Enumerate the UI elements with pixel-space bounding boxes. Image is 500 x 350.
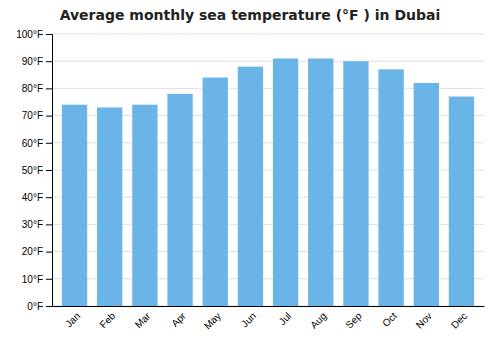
tick-label: Jun (239, 310, 258, 329)
tick: 50°F (22, 165, 52, 176)
plot-area: 0°F 10°F 20°F 30°F 40°F 50°F 60°F 70°F 80°F 90°F 1… (16, 29, 484, 332)
grid-line (52, 61, 484, 62)
tick: Sep (343, 310, 364, 331)
bar (273, 58, 298, 306)
tick-mark (46, 116, 52, 117)
bar (62, 105, 87, 306)
tick-label: 90°F (22, 56, 43, 67)
tick-mark (46, 306, 52, 307)
bar (203, 78, 228, 306)
tick: 0°F (27, 301, 52, 312)
bar (97, 107, 122, 306)
tick: Mar (133, 310, 153, 330)
axis-line (46, 35, 53, 307)
x-axis: Jan Feb Mar Apr May Jun Jul Aug Sep Oct Nov Dec (53, 307, 485, 332)
tick-label: Sep (343, 310, 364, 331)
tick: 70°F (22, 110, 52, 121)
tick: Dec (449, 310, 469, 330)
tick: Apr (169, 310, 188, 329)
bar (378, 69, 403, 306)
y-axis: 0°F 10°F 20°F 30°F 40°F 50°F 60°F 70°F 80°F 90°F 1… (16, 29, 52, 312)
bar (343, 61, 368, 306)
tick-mark (46, 170, 52, 171)
tick-label: 0°F (27, 301, 43, 312)
tick-label: 20°F (22, 246, 43, 257)
tick-label: Nov (414, 310, 434, 330)
title: Average monthly sea temperature (°F ) in… (60, 7, 441, 23)
tick: Jan (63, 310, 82, 329)
tick: Oct (380, 310, 399, 329)
bars (62, 58, 474, 306)
tick-mark (46, 224, 52, 225)
tick-label: May (202, 310, 223, 331)
bar (449, 97, 474, 306)
tick-label: Dec (449, 310, 469, 330)
tick-mark (46, 279, 52, 280)
tick: 90°F (22, 56, 52, 67)
tick: 60°F (22, 138, 52, 149)
axis-line (53, 306, 485, 307)
tick-label: 80°F (22, 83, 43, 94)
tick-label: 10°F (22, 274, 43, 285)
tick: May (202, 310, 223, 331)
tick: 30°F (22, 219, 52, 230)
tick-label: 40°F (22, 192, 43, 203)
tick: Aug (308, 310, 328, 330)
tick: Jul (277, 310, 294, 327)
tick: 10°F (22, 274, 52, 285)
tick-label: 100°F (16, 29, 43, 40)
tick-label: 60°F (22, 138, 43, 149)
tick-mark (46, 143, 52, 144)
tick: Jun (239, 310, 258, 329)
tick-label: Jul (277, 310, 294, 327)
bar (132, 105, 157, 306)
chart: 0°F 10°F 20°F 30°F 40°F 50°F 60°F 70°F 80°F 90°F 1… (0, 0, 500, 350)
tick: 40°F (22, 192, 52, 203)
tick-label: 30°F (22, 219, 43, 230)
grid (52, 34, 484, 306)
tick-label: Feb (98, 310, 118, 330)
tick-label: Mar (133, 310, 153, 330)
tick: 80°F (22, 83, 52, 94)
tick-mark (46, 88, 52, 89)
bar (238, 67, 263, 306)
tick-label: 50°F (22, 165, 43, 176)
tick: 100°F (16, 29, 52, 40)
grid-line (52, 34, 484, 35)
bar (167, 94, 192, 306)
bar (414, 83, 439, 306)
bar (308, 58, 333, 306)
tick-label: Apr (169, 310, 188, 329)
tick-label: 70°F (22, 110, 43, 121)
tick: Feb (98, 310, 118, 330)
tick-label: Jan (63, 310, 82, 329)
tick-label: Aug (308, 310, 328, 330)
tick-mark (46, 34, 52, 35)
tick: Nov (414, 310, 434, 330)
tick: 20°F (22, 246, 52, 257)
tick-label: Oct (380, 310, 399, 329)
tick-mark (46, 252, 52, 253)
tick-mark (46, 197, 52, 198)
tick-mark (46, 61, 52, 62)
